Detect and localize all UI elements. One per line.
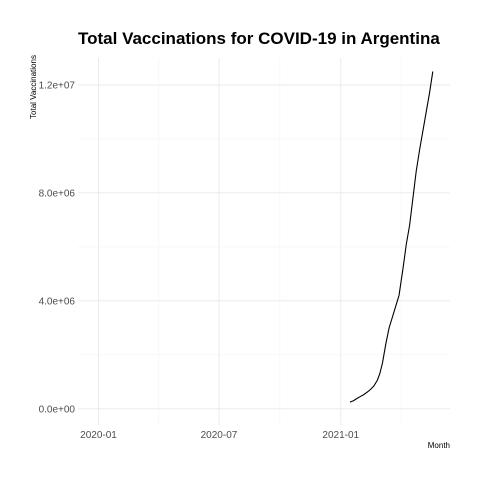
y-tick-label: 0.0e+00 [39,404,76,415]
y-tick-label: 8.0e+06 [39,188,76,199]
x-axis-label: Month [428,441,450,450]
y-tick-label: 1.2e+07 [39,80,76,91]
series-line [349,71,434,403]
x-tick-label: 2021-01 [322,430,359,441]
y-axis-label: Total Vaccinations [29,55,38,119]
x-tick-label: 2020-07 [201,430,238,441]
chart-title: Total Vaccinations for COVID-19 in Argen… [78,29,440,48]
y-axis-ticks: 0.0e+00 4.0e+06 8.0e+06 1.2e+07 [39,80,76,415]
y-tick-label: 4.0e+06 [39,296,76,307]
gridlines [78,58,450,425]
x-axis-ticks: 2020-01 2020-07 2021-01 [80,430,359,441]
x-tick-label: 2020-01 [80,430,117,441]
